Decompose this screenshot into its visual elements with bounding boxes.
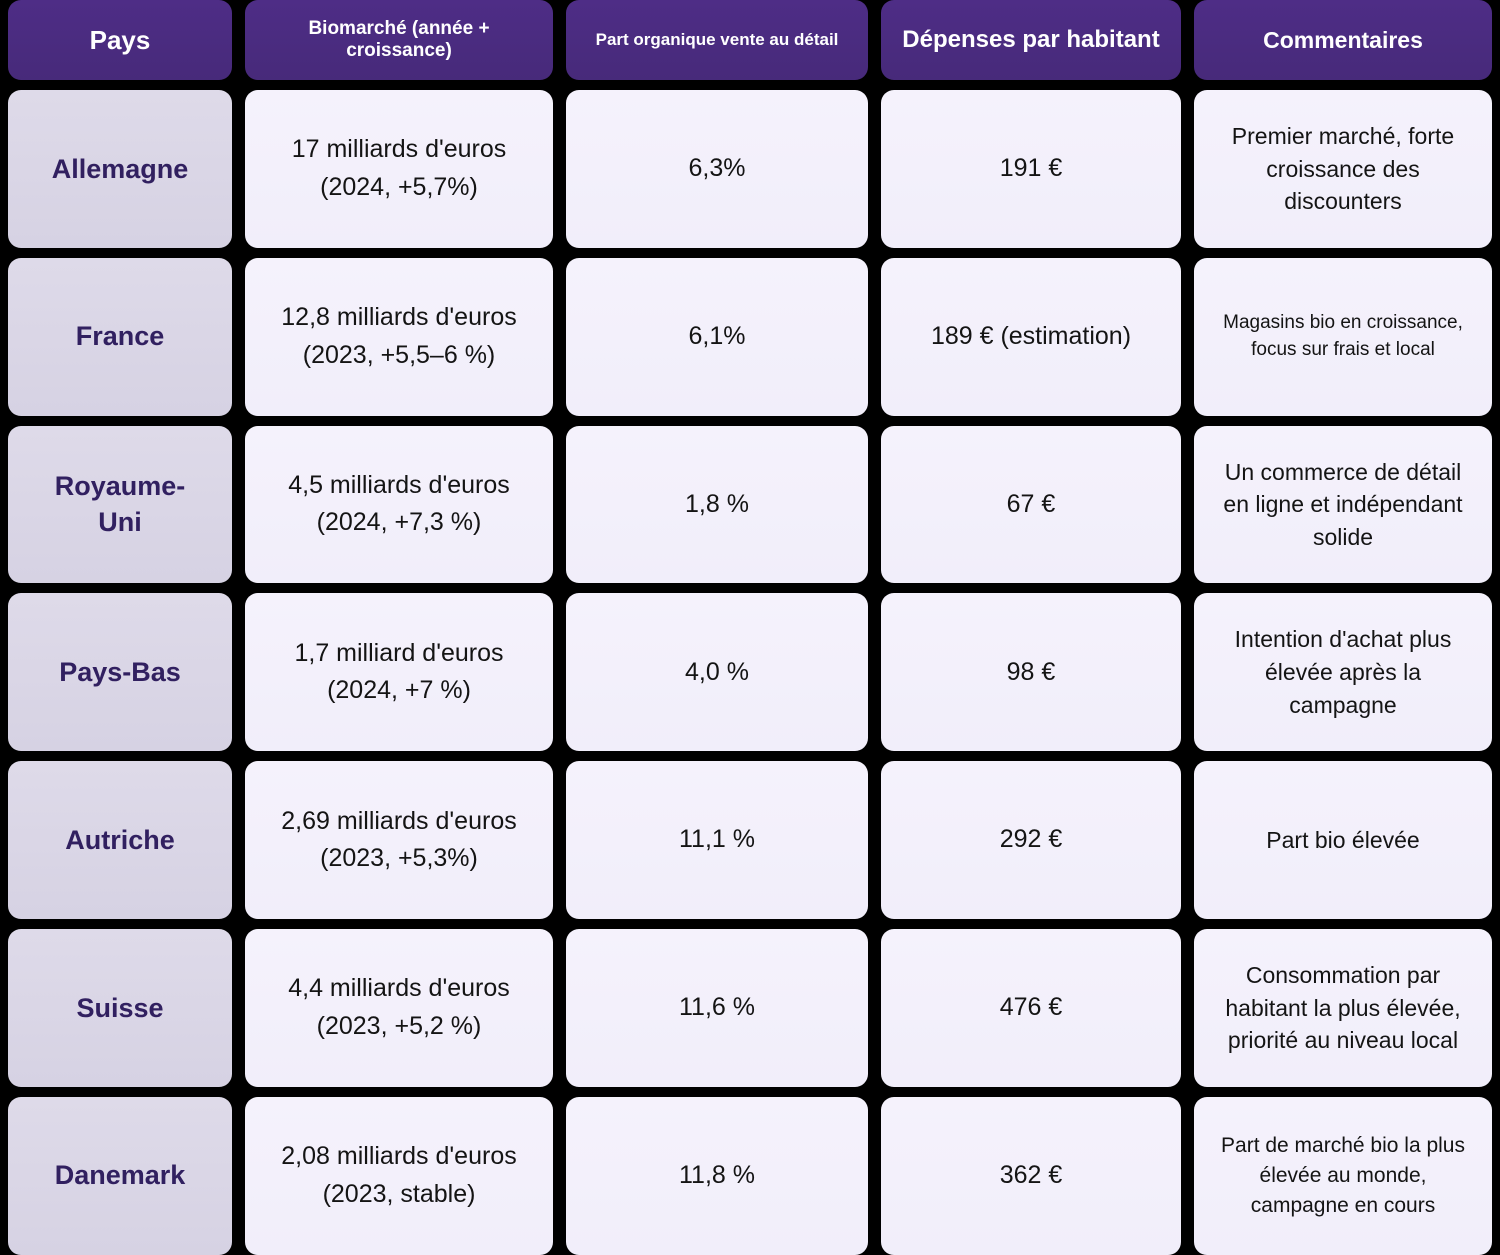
comment-cell-allemagne: Premier marché, forte croissance des dis… bbox=[1194, 90, 1492, 248]
market-value: 2,08 milliards d'euros (2023, stable) bbox=[281, 1138, 516, 1213]
market-line2: (2024, +5,7%) bbox=[320, 172, 478, 201]
comment-cell-royaume-uni: Un commerce de détail en ligne et indépe… bbox=[1194, 425, 1492, 584]
market-line1: 4,5 milliards d'euros bbox=[288, 470, 510, 499]
spend-value: 191 € bbox=[999, 154, 1063, 183]
country-cell-allemagne: Allemagne bbox=[8, 90, 232, 248]
country-label: Danemark bbox=[54, 1160, 186, 1191]
country-cell-france: France bbox=[8, 257, 232, 416]
country-label: Suisse bbox=[76, 992, 164, 1023]
share-cell-suisse: 11,6 % bbox=[566, 928, 868, 1087]
market-cell-autriche: 2,69 milliards d'euros (2023, +5,3%) bbox=[245, 761, 553, 919]
spend-cell-france: 189 € (estimation) bbox=[881, 257, 1181, 416]
header-label-pays: Pays bbox=[89, 24, 151, 55]
share-cell-danemark: 11,8 % bbox=[566, 1096, 868, 1255]
market-line2: (2023, +5,2 %) bbox=[316, 1011, 482, 1040]
country-label: Allemagne bbox=[51, 153, 189, 184]
share-value: 11,8 % bbox=[679, 1160, 755, 1189]
spend-value: 98 € bbox=[1006, 657, 1056, 686]
market-line1: 4,4 milliards d'euros bbox=[288, 974, 510, 1003]
market-line2: (2024, +7,3 %) bbox=[316, 508, 482, 537]
country-cell-danemark: Danemark bbox=[8, 1096, 232, 1255]
spend-value: 292 € bbox=[999, 825, 1063, 854]
country-cell-suisse: Suisse bbox=[8, 928, 232, 1087]
header-cell-depenses: Dépenses par habitant bbox=[881, 0, 1181, 80]
market-line1: 2,69 milliards d'euros bbox=[281, 806, 517, 835]
comment-cell-pays-bas: Intention d'achat plus élevée après la c… bbox=[1194, 593, 1492, 752]
spend-cell-suisse: 476 € bbox=[881, 928, 1181, 1087]
comment-text: Premier marché, forte croissance des dis… bbox=[1231, 122, 1455, 215]
market-line1: 2,08 milliards d'euros bbox=[281, 1142, 517, 1171]
share-value: 6,3% bbox=[688, 154, 746, 183]
share-value: 11,6 % bbox=[679, 993, 755, 1022]
country-label: France bbox=[75, 321, 165, 352]
header-cell-commentaires: Commentaires bbox=[1194, 0, 1492, 80]
market-value: 1,7 milliard d'euros (2024, +7 %) bbox=[294, 635, 503, 710]
market-line1: 1,7 milliard d'euros bbox=[294, 638, 504, 667]
country-label: Pays-Bas bbox=[59, 657, 181, 688]
market-value: 12,8 milliards d'euros (2023, +5,5–6 %) bbox=[281, 299, 516, 374]
comment-cell-france: Magasins bio en croissance, focus sur fr… bbox=[1194, 257, 1492, 416]
header-label-depenses: Dépenses par habitant bbox=[902, 26, 1160, 53]
header-cell-pays: Pays bbox=[8, 0, 232, 80]
market-value: 4,4 milliards d'euros (2023, +5,2 %) bbox=[288, 970, 510, 1045]
share-value: 4,0 % bbox=[685, 657, 749, 686]
comment-cell-autriche: Part bio élevée bbox=[1194, 761, 1492, 919]
market-value: 4,5 milliards d'euros (2024, +7,3 %) bbox=[288, 467, 510, 542]
share-cell-allemagne: 6,3% bbox=[566, 90, 868, 248]
header-cell-biomarche: Biomarché (année + croissance) bbox=[245, 0, 553, 80]
country-label: Autriche bbox=[65, 824, 175, 855]
country-cell-autriche: Autriche bbox=[8, 761, 232, 919]
comment-text: Part de marché bio la plus élevée au mon… bbox=[1221, 1133, 1465, 1217]
comment-text: Magasins bio en croissance, focus sur fr… bbox=[1223, 311, 1463, 360]
market-cell-suisse: 4,4 milliards d'euros (2023, +5,2 %) bbox=[245, 928, 553, 1087]
spend-cell-autriche: 292 € bbox=[881, 761, 1181, 919]
header-label-biomarche: Biomarché (année + croissance) bbox=[308, 18, 490, 61]
country-cell-royaume-uni: Royaume-Uni bbox=[8, 425, 232, 584]
spend-cell-allemagne: 191 € bbox=[881, 90, 1181, 248]
market-cell-royaume-uni: 4,5 milliards d'euros (2024, +7,3 %) bbox=[245, 425, 553, 584]
spend-cell-royaume-uni: 67 € bbox=[881, 425, 1181, 584]
market-value: 17 milliards d'euros (2024, +5,7%) bbox=[292, 131, 507, 206]
share-value: 11,1 % bbox=[679, 825, 755, 854]
share-cell-royaume-uni: 1,8 % bbox=[566, 425, 868, 584]
header-cell-part-organique: Part organique vente au détail bbox=[566, 0, 868, 80]
share-cell-france: 6,1% bbox=[566, 257, 868, 416]
comment-cell-suisse: Consommation par habitant la plus élevée… bbox=[1194, 928, 1492, 1087]
spend-value: 476 € bbox=[999, 993, 1063, 1022]
market-line2: (2023, stable) bbox=[322, 1179, 476, 1208]
market-cell-france: 12,8 milliards d'euros (2023, +5,5–6 %) bbox=[245, 257, 553, 416]
share-value: 1,8 % bbox=[685, 489, 749, 518]
market-line2: (2023, +5,3%) bbox=[320, 844, 478, 873]
spend-value: 362 € bbox=[999, 1160, 1063, 1189]
spend-cell-danemark: 362 € bbox=[881, 1096, 1181, 1255]
share-cell-autriche: 11,1 % bbox=[566, 761, 868, 919]
market-value: 2,69 milliards d'euros (2023, +5,3%) bbox=[281, 803, 516, 878]
spend-value: 67 € bbox=[1006, 489, 1056, 518]
spend-cell-pays-bas: 98 € bbox=[881, 593, 1181, 752]
comment-cell-danemark: Part de marché bio la plus élevée au mon… bbox=[1194, 1096, 1492, 1255]
market-line1: 17 milliards d'euros bbox=[291, 135, 507, 164]
header-label-part-organique: Part organique vente au détail bbox=[595, 30, 839, 49]
share-cell-pays-bas: 4,0 % bbox=[566, 593, 868, 752]
share-value: 6,1% bbox=[688, 321, 746, 350]
comment-text: Part bio élevée bbox=[1266, 826, 1420, 853]
market-cell-allemagne: 17 milliards d'euros (2024, +5,7%) bbox=[245, 90, 553, 248]
market-cell-pays-bas: 1,7 milliard d'euros (2024, +7 %) bbox=[245, 593, 553, 752]
market-line2: (2024, +7 %) bbox=[327, 676, 471, 705]
country-label: Royaume-Uni bbox=[54, 471, 186, 538]
comment-text: Consommation par habitant la plus élevée… bbox=[1225, 961, 1461, 1054]
market-cell-danemark: 2,08 milliards d'euros (2023, stable) bbox=[245, 1096, 553, 1255]
comment-text: Un commerce de détail en ligne et indépe… bbox=[1223, 458, 1463, 550]
market-line2: (2023, +5,5–6 %) bbox=[302, 340, 496, 369]
header-label-commentaires: Commentaires bbox=[1263, 26, 1423, 53]
comment-text: Intention d'achat plus élevée après la c… bbox=[1234, 626, 1452, 718]
market-line1: 12,8 milliards d'euros bbox=[281, 303, 517, 332]
spend-value: 189 € (estimation) bbox=[930, 321, 1132, 350]
country-cell-pays-bas: Pays-Bas bbox=[8, 593, 232, 752]
